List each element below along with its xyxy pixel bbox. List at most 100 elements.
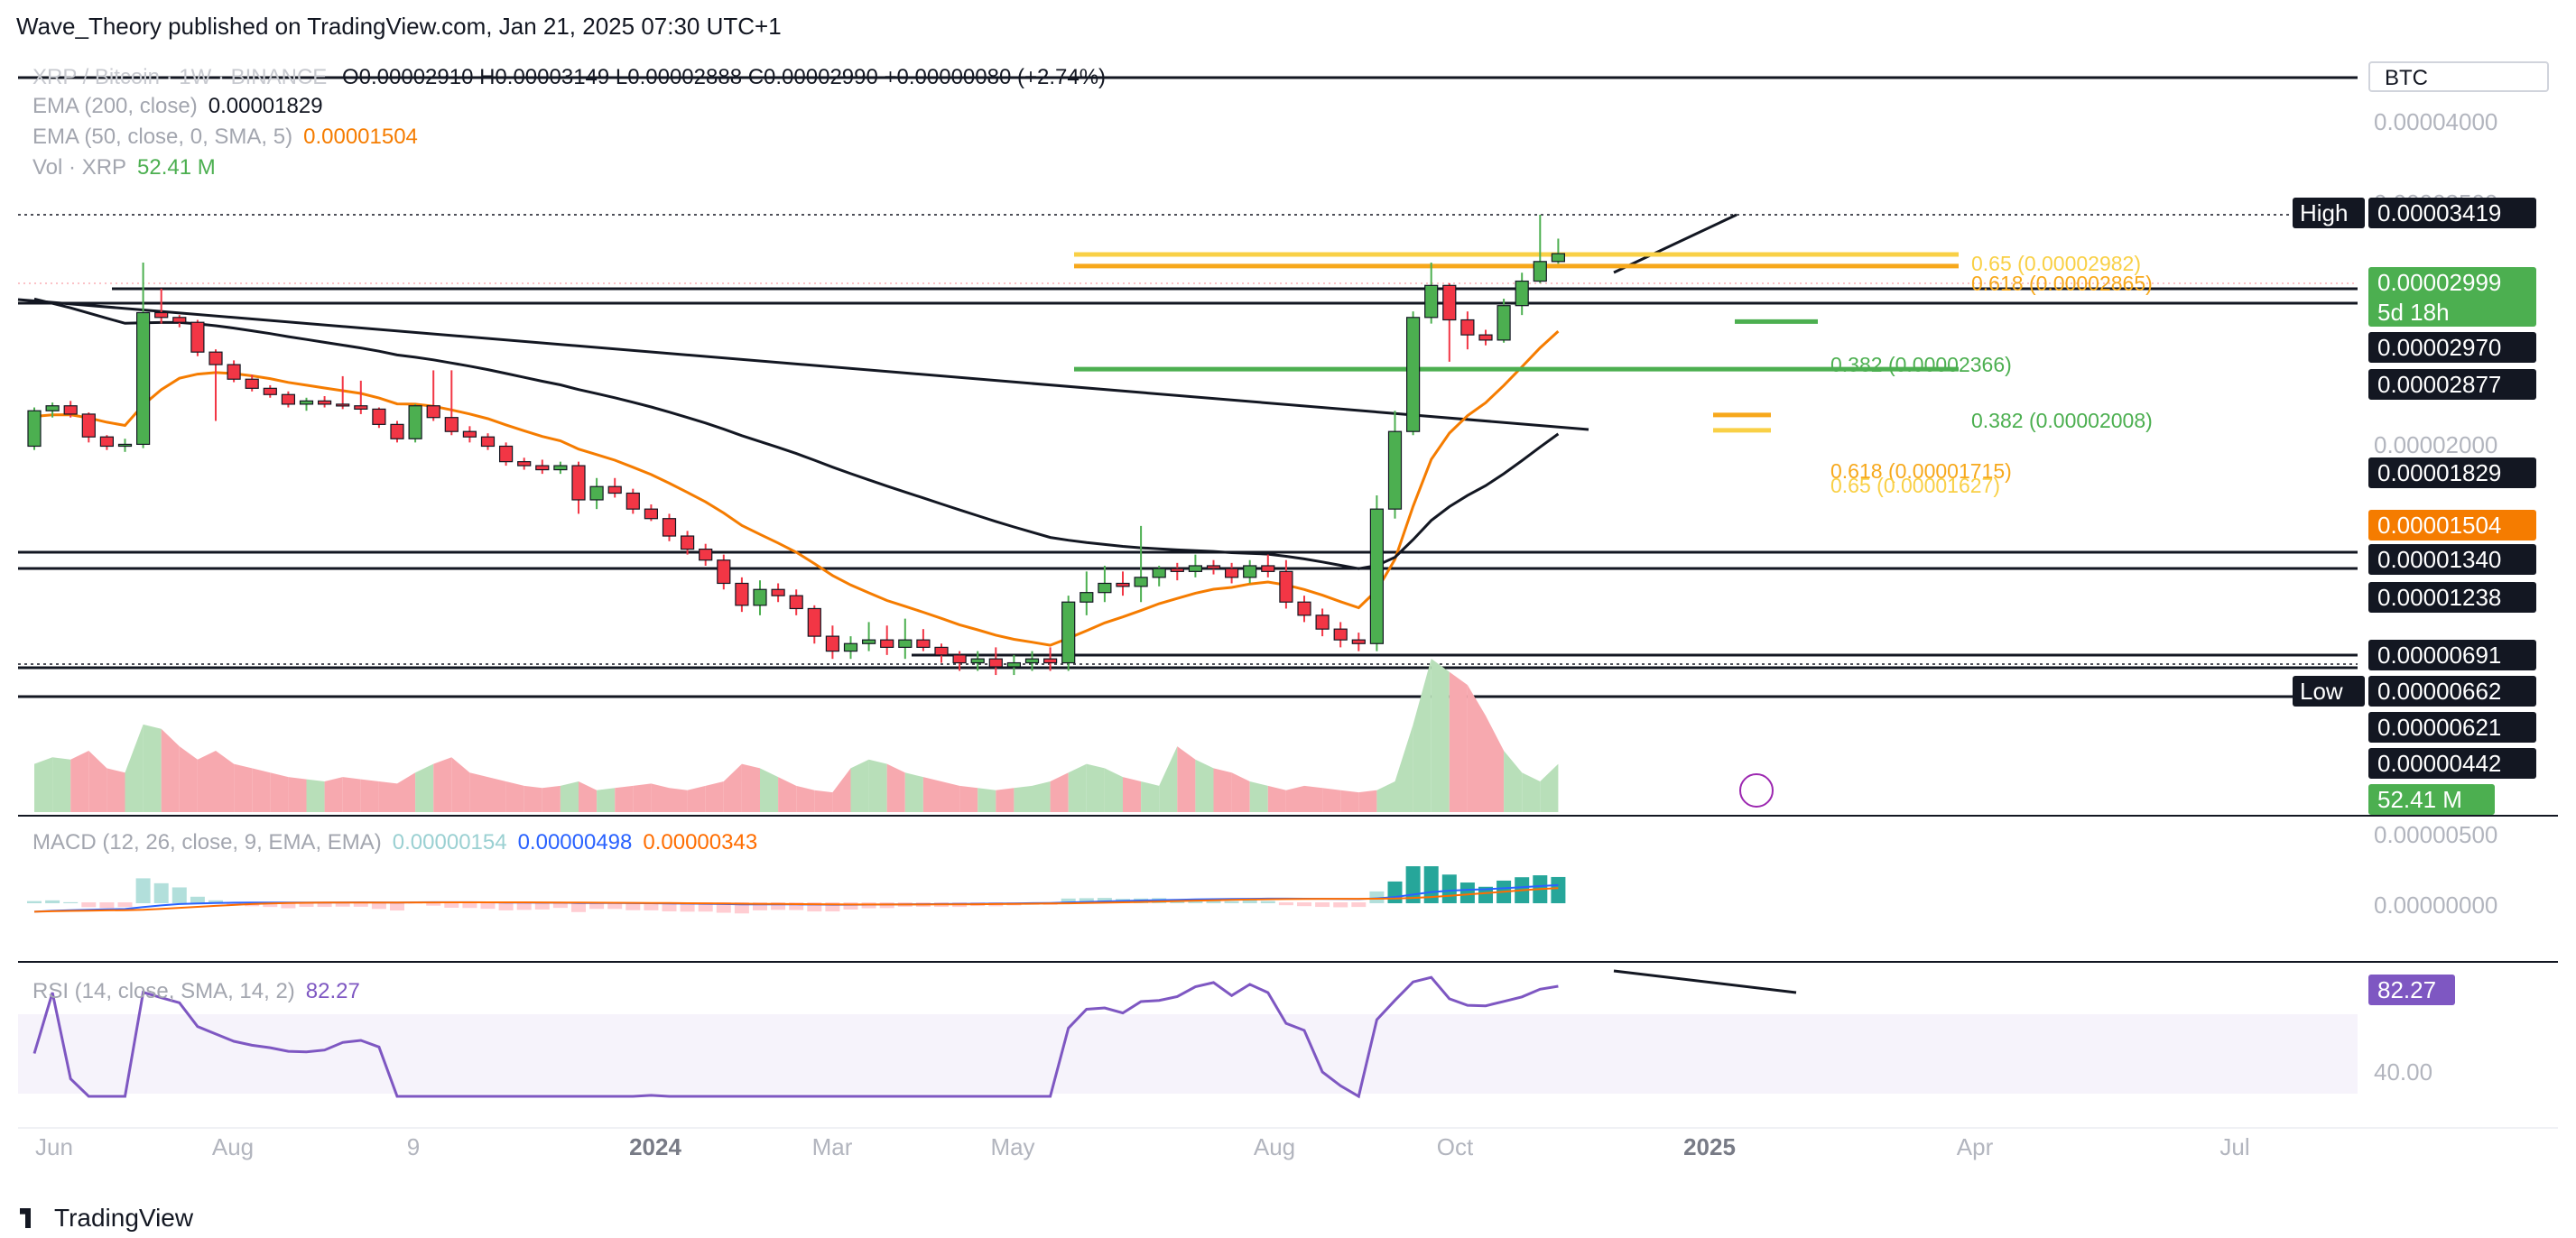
candle-body [880, 639, 894, 648]
price-badge [2368, 784, 2495, 815]
candle-body [535, 465, 550, 471]
volume-segment [922, 777, 941, 812]
volume-segment [796, 785, 815, 812]
macd-line-value: 0.00000498 [517, 830, 633, 855]
macd-histogram-bar [1551, 876, 1566, 903]
volume-segment [1467, 685, 1486, 812]
candle-body [372, 408, 386, 425]
candle-body [1279, 570, 1293, 603]
macd-histogram-bar [1423, 866, 1439, 903]
volume-segment [651, 783, 670, 812]
macd-histogram-bar [135, 878, 151, 903]
macd-histogram-bar [1278, 902, 1293, 906]
macd-histogram-bar [589, 902, 605, 910]
candle-body [717, 559, 731, 585]
macd-histogram-bar [1079, 898, 1094, 903]
volume-segment [1449, 671, 1468, 812]
price-badge-value: 0.00000691 [2377, 642, 2501, 669]
candle-body [498, 445, 514, 463]
footer-brand[interactable]: TradingView [20, 1204, 193, 1233]
candle-body [281, 393, 295, 405]
macd-histogram-bar [1459, 882, 1475, 903]
candle-body [1460, 319, 1475, 336]
volume-segment [1540, 763, 1559, 812]
legend-rsi[interactable]: RSI (14, close, SMA, 14, 2) 82.27 [32, 979, 360, 1004]
volume-segment [252, 768, 271, 812]
candle-body [753, 588, 767, 606]
macd-histogram-bar [390, 902, 404, 911]
price-badge-tag-text: High [2300, 199, 2348, 226]
volume-segment [814, 790, 833, 812]
ema50-line [33, 329, 1560, 647]
legend-volume[interactable]: Vol · XRP 52.41 M [32, 155, 216, 180]
ema50-label: EMA (50, close, 0, SMA, 5) [32, 125, 293, 149]
volume-segment [886, 763, 905, 812]
volume-segment [1285, 785, 1304, 812]
price-badge-value: 0.00001340 [2377, 546, 2501, 573]
candle-body [1116, 582, 1130, 587]
candle-body [462, 430, 477, 438]
time-tick-label: 2025 [1683, 1133, 1736, 1160]
candle-body [1134, 577, 1148, 587]
legend-ema200[interactable]: EMA (200, close) 0.00001829 [32, 94, 323, 119]
ema200-label: EMA (200, close) [32, 94, 198, 118]
price-badge-value: 0.00000662 [2377, 678, 2501, 705]
candle-body [1551, 253, 1566, 263]
time-tick-label: Aug [1254, 1133, 1295, 1160]
candle-body [789, 595, 803, 610]
candle-body [318, 400, 332, 405]
candle-body [680, 535, 695, 550]
volume-segment [342, 777, 361, 812]
publisher-header: Wave_Theory published on TradingView.com… [16, 13, 782, 40]
price-badge-tag-text: Low [2300, 678, 2343, 705]
legend-symbol[interactable]: XRP / Bitcoin · 1W · BINANCE O0.00002910… [32, 65, 1106, 90]
price-badge [2368, 510, 2536, 540]
volume-segment [705, 781, 724, 812]
volume-area [34, 659, 1774, 812]
volume-segment [959, 785, 978, 812]
legend-macd[interactable]: MACD (12, 26, close, 9, EMA, EMA) 0.00000… [32, 830, 757, 855]
macd-histogram-bar [534, 902, 550, 910]
volume-segment [34, 757, 53, 812]
price-badge-value: 0.00002877 [2377, 371, 2501, 398]
legend-ema50[interactable]: EMA (50, close, 0, SMA, 5) 0.00001504 [32, 125, 418, 150]
price-badge [2368, 198, 2536, 228]
macd-signal-value: 0.00000343 [643, 830, 758, 855]
candle-body [825, 635, 840, 652]
fib-level-label: 0.65 (0.00001627) [1830, 474, 2000, 497]
candle-body [1442, 284, 1457, 321]
rsi-line [32, 975, 1559, 1099]
volume-segment [687, 785, 706, 812]
macd-histogram-bar [281, 902, 296, 909]
time-axis: Jun Aug 9 2024 Mar May Aug Oct 2025 Apr Jul [35, 1133, 2250, 1160]
lightning-icon [1739, 773, 1774, 808]
macd-histogram-bar [190, 896, 205, 903]
volume-segment [1141, 781, 1160, 812]
currency-selector[interactable]: BTC [2368, 61, 2549, 92]
volume-segment [360, 779, 379, 812]
candle-body [299, 400, 314, 405]
candle-body [1224, 568, 1239, 578]
macd-histogram-bar [552, 902, 568, 909]
candle-body [843, 642, 858, 652]
footer-brand-text: TradingView [54, 1204, 194, 1232]
volume-segment [560, 781, 579, 812]
candle-body [1387, 430, 1403, 510]
volume-label: Vol · XRP [32, 155, 127, 180]
price-badge [2368, 267, 2536, 327]
candle-body [390, 423, 404, 439]
candle-body [408, 405, 422, 439]
price-badge [2368, 544, 2536, 575]
volume-segment [669, 788, 688, 812]
candle-body [1405, 317, 1421, 432]
price-badge [2368, 640, 2536, 670]
candle-body [1006, 661, 1022, 668]
candle-body [426, 405, 440, 419]
volume-segment [270, 772, 289, 812]
ema50-value: 0.00001504 [303, 125, 418, 149]
macd-histogram-bar [607, 902, 623, 910]
macd-histogram-bar [1224, 901, 1239, 903]
macd-histogram-bar [81, 902, 97, 908]
macd-histogram-bar [1242, 900, 1257, 903]
